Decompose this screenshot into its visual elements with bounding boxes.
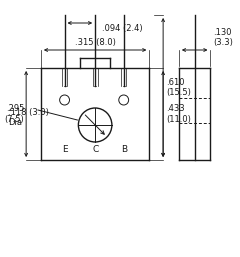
Text: .315 (8.0): .315 (8.0): [75, 38, 116, 47]
Text: .433
(11.0): .433 (11.0): [166, 104, 191, 124]
Text: E: E: [62, 145, 67, 154]
Text: B: B: [121, 145, 127, 154]
Text: .094 (2.4): .094 (2.4): [102, 24, 142, 33]
Text: .295
(7.5): .295 (7.5): [4, 104, 24, 124]
Text: .610
(15.5): .610 (15.5): [166, 78, 191, 97]
Text: C: C: [92, 145, 98, 154]
Text: .118 (3.0)
Dia: .118 (3.0) Dia: [8, 108, 49, 127]
Text: .130
(3.3): .130 (3.3): [213, 27, 233, 47]
